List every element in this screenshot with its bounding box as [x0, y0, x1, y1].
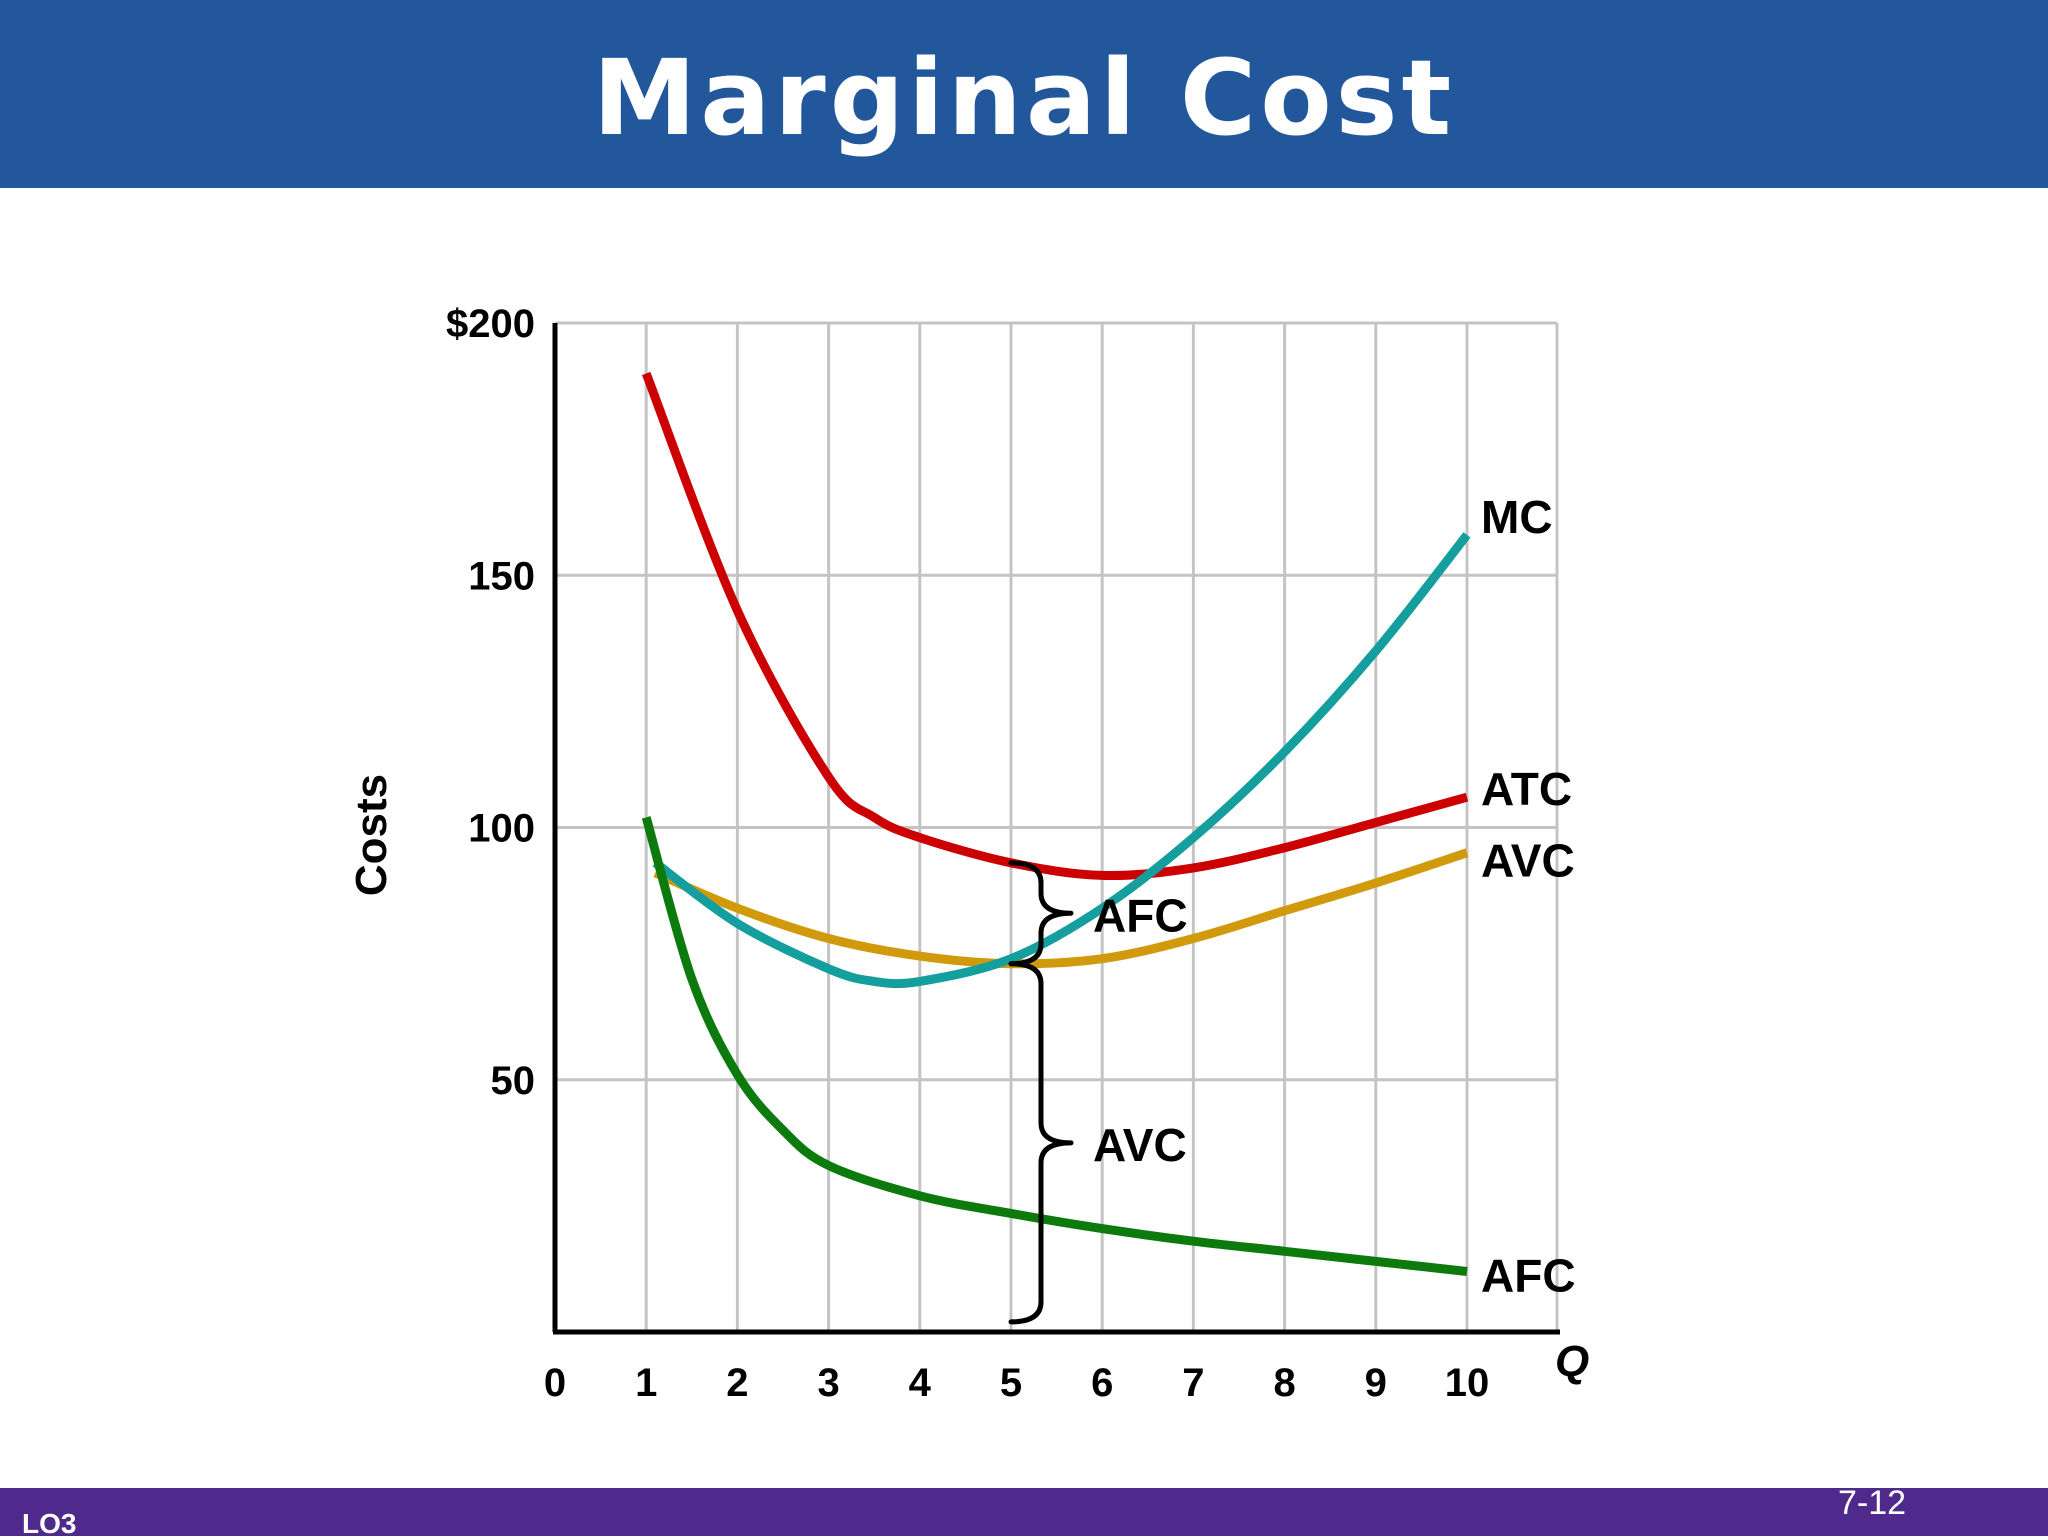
series-line-atc: [642, 371, 1469, 881]
x-tick-label: 8: [1273, 1361, 1295, 1405]
annotation-labels: AFC AVC: [1093, 889, 1188, 1171]
grid-lines: [555, 321, 1559, 1332]
y-tick-label: 50: [491, 1059, 536, 1103]
series-label-afc: AFC: [1481, 1249, 1576, 1301]
x-tick-label: 10: [1445, 1361, 1490, 1405]
slide-header: Marginal Cost: [0, 0, 2048, 188]
series-label-mc: MC: [1481, 491, 1553, 543]
series-lines: [641, 371, 1471, 1276]
braces: [1008, 860, 1074, 1325]
x-tick-label: 1: [635, 1361, 657, 1405]
page-number: 7-12: [1838, 1484, 1907, 1522]
y-tick-label: $200: [446, 302, 535, 346]
axes: [552, 323, 1560, 1335]
cost-curves-chart: 0 1 2 3 4 5 6 7 8 9 10 50 100 150 $200 ATC AVC MC AFC AFC…: [0, 188, 2048, 1488]
x-tick-label: 5: [1000, 1361, 1022, 1405]
slide-footer: LO3 7-12: [0, 1484, 2048, 1539]
brace-afc: [1008, 860, 1074, 967]
series-line-afc: [641, 816, 1468, 1276]
series-label-atc: ATC: [1481, 763, 1572, 815]
x-tick-label: 6: [1091, 1361, 1113, 1405]
x-axis-label: Q: [1555, 1337, 1589, 1386]
brace-avc: [1008, 961, 1074, 1325]
slide-title: Marginal Cost: [592, 37, 1456, 159]
y-tick-label: 150: [468, 554, 535, 598]
series-line-mc: [652, 532, 1471, 989]
x-tick-label: 9: [1365, 1361, 1387, 1405]
learning-objective-label: LO3: [22, 1508, 77, 1539]
series-label-avc: AVC: [1481, 835, 1575, 887]
y-axis-label: Costs: [347, 774, 396, 896]
series-line-avc: [653, 848, 1469, 969]
series-labels: ATC AVC MC AFC: [1481, 491, 1576, 1302]
annotation-label-afc: AFC: [1093, 889, 1188, 941]
x-tick-label: 0: [544, 1361, 566, 1405]
chart-svg: 0 1 2 3 4 5 6 7 8 9 10 50 100 150 $200 ATC AVC MC AFC AFC…: [347, 302, 1589, 1405]
x-tick-label: 7: [1182, 1361, 1204, 1405]
x-tick-label: 2: [726, 1361, 748, 1405]
tick-labels: 0 1 2 3 4 5 6 7 8 9 10 50 100 150 $200: [446, 302, 1489, 1405]
y-tick-label: 100: [468, 807, 535, 851]
x-tick-label: 4: [909, 1361, 932, 1405]
x-tick-label: 3: [817, 1361, 839, 1405]
annotation-label-avc: AVC: [1093, 1119, 1187, 1171]
